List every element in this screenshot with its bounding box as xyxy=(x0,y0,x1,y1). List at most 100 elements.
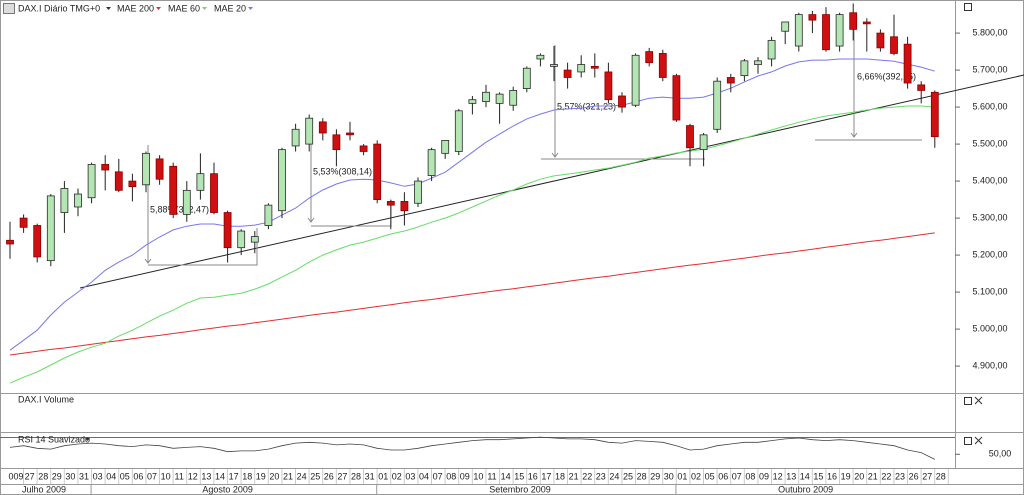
x-tick-label: 22 xyxy=(582,471,592,481)
moving-average-line xyxy=(9,232,935,356)
x-tick-label: 29 xyxy=(52,471,62,481)
window-button[interactable] xyxy=(964,397,972,405)
candle-body xyxy=(441,139,450,154)
x-tick-label: 03 xyxy=(405,471,415,481)
y-tick-label: 50,00 xyxy=(989,449,1012,459)
candle-body xyxy=(101,164,110,171)
candle-body xyxy=(754,60,762,65)
candle-body xyxy=(903,43,912,84)
x-tick-label: 009 xyxy=(8,471,23,481)
candle-body xyxy=(6,239,14,245)
candle-body xyxy=(713,80,722,130)
candle-body xyxy=(808,14,817,21)
dropdown-arrow[interactable] xyxy=(106,7,111,10)
x-tick-label: 16 xyxy=(827,471,837,481)
x-tick-label: 21 xyxy=(569,471,579,481)
candle-body xyxy=(522,67,531,89)
volume-title: DAX.I Volume xyxy=(18,394,74,404)
measure-line xyxy=(815,15,922,141)
candle-body xyxy=(468,99,477,104)
candle-body xyxy=(563,69,572,78)
x-tick-label: 15 xyxy=(514,471,524,481)
legend-entry[interactable]: MAE 60 xyxy=(168,3,200,13)
x-tick-label: 14 xyxy=(800,471,810,481)
dropdown-arrow[interactable] xyxy=(85,438,90,441)
candle-body xyxy=(767,40,776,60)
x-tick-label: 22 xyxy=(881,471,891,481)
x-tick-label: 24 xyxy=(609,471,619,481)
x-tick-label: 10 xyxy=(473,471,483,481)
y-tick-label: 5.400,00 xyxy=(972,175,1007,185)
x-tick-label: 11 xyxy=(487,471,496,481)
candle-body xyxy=(781,21,790,32)
dropdown-arrow[interactable] xyxy=(202,7,208,10)
candle-body xyxy=(686,125,694,149)
x-tick-label: 21 xyxy=(868,471,878,481)
y-tick-label: 5.700,00 xyxy=(972,64,1007,74)
x-tick-label: 30 xyxy=(65,471,75,481)
y-tick-label: 5.500,00 xyxy=(972,138,1007,148)
close-button[interactable] xyxy=(974,396,983,405)
x-tick-label: 23 xyxy=(596,471,606,481)
candle-body xyxy=(182,189,191,215)
x-tick-label: 05 xyxy=(120,471,130,481)
moving-average-line xyxy=(9,105,935,384)
x-tick-label: 27 xyxy=(337,471,347,481)
x-tick-label: 27 xyxy=(922,471,932,481)
month-label: Julho 2009 xyxy=(22,484,66,494)
y-tick-label: 4.900,00 xyxy=(972,360,1007,370)
candle-body xyxy=(454,110,463,152)
candle-body xyxy=(373,143,382,200)
candle-body xyxy=(794,14,803,47)
x-tick-label: 05 xyxy=(705,471,715,481)
x-tick-label: 11 xyxy=(175,471,184,481)
candle-body xyxy=(645,51,654,64)
x-tick-label: 28 xyxy=(351,471,361,481)
x-tick-label: 26 xyxy=(909,471,919,481)
legend-entry[interactable]: MAE 20 xyxy=(214,3,246,13)
candle-body xyxy=(250,236,259,243)
annotation: 5,57%(321,23) xyxy=(557,101,616,111)
x-tick-label: 28 xyxy=(38,471,48,481)
candle-body xyxy=(658,53,667,78)
x-tick-label: 01 xyxy=(677,471,687,481)
measure-line xyxy=(541,45,705,160)
candle-body xyxy=(862,21,871,25)
candle-body xyxy=(740,60,749,77)
x-tick-label: 08 xyxy=(745,471,755,481)
window-button[interactable] xyxy=(964,437,972,445)
chart-icon[interactable] xyxy=(3,3,15,14)
dropdown-arrow[interactable] xyxy=(156,7,162,10)
x-tick-label: 18 xyxy=(242,471,252,481)
legend-entry[interactable]: MAE 200 xyxy=(117,3,154,13)
x-tick-label: 20 xyxy=(854,471,864,481)
x-tick-label: 06 xyxy=(718,471,728,481)
candle-body xyxy=(318,121,327,134)
x-tick-label: 10 xyxy=(161,471,171,481)
candle-body xyxy=(19,217,28,228)
candle-body xyxy=(332,134,341,151)
candle-body xyxy=(577,64,586,73)
x-tick-label: 13 xyxy=(201,471,211,481)
candle-body xyxy=(835,14,844,47)
x-tick-label: 24 xyxy=(297,471,307,481)
candle-body xyxy=(196,173,205,191)
candle-body xyxy=(414,180,422,204)
x-tick-label: 19 xyxy=(841,471,851,481)
x-tick-label: 31 xyxy=(79,471,89,481)
month-label: Outubro 2009 xyxy=(778,484,833,494)
x-tick-label: 04 xyxy=(106,471,116,481)
candle-body xyxy=(155,158,164,180)
candle-body xyxy=(482,91,490,102)
x-tick-label: 07 xyxy=(732,471,742,481)
candle-body xyxy=(128,180,137,188)
dropdown-arrow[interactable] xyxy=(248,7,254,10)
x-tick-label: 17 xyxy=(229,471,239,481)
candle-body xyxy=(237,230,246,249)
window-button[interactable] xyxy=(964,3,972,11)
rsi-line xyxy=(9,436,935,460)
candle-body xyxy=(359,145,368,152)
candle-body xyxy=(631,54,640,106)
close-button[interactable] xyxy=(974,436,983,445)
x-tick-label: 14 xyxy=(501,471,511,481)
